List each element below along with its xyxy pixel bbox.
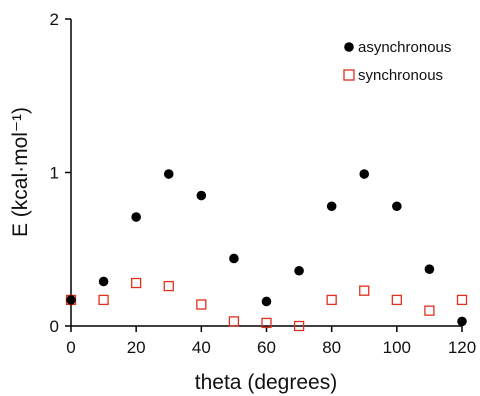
ticks: [65, 18, 463, 332]
x-tick-label-0: 0: [66, 338, 75, 357]
x-axis-title: theta (degrees): [195, 371, 337, 394]
y-tick-label-1: 1: [50, 164, 59, 183]
point-asynchronous-60: [261, 296, 272, 307]
x-tick-label-60: 60: [257, 338, 276, 357]
point-synchronous-80: [326, 294, 337, 306]
point-asynchronous-80: [326, 201, 337, 212]
x-tick-label-100: 100: [383, 338, 411, 357]
x-tick-label-80: 80: [322, 338, 341, 357]
x-tick-label-40: 40: [192, 338, 211, 357]
point-synchronous-70: [293, 320, 305, 332]
point-asynchronous-20: [131, 212, 141, 222]
point-synchronous-10: [98, 294, 109, 306]
point-asynchronous-110: [424, 264, 435, 275]
point-synchronous-110: [424, 305, 435, 316]
point-synchronous-20: [131, 277, 142, 289]
point-asynchronous-100: [392, 201, 402, 212]
tick-labels: 0 20 40 60 80 100 120 0 1 2: [50, 10, 477, 357]
point-asynchronous-30: [163, 169, 174, 179]
y-tick-label-0: 0: [50, 317, 59, 336]
point-synchronous-60: [261, 317, 272, 329]
point-asynchronous-70: [294, 265, 304, 276]
y-tick-label-2: 2: [50, 10, 59, 29]
point-synchronous-90: [359, 285, 370, 296]
point-synchronous-100: [391, 294, 402, 306]
point-asynchronous-40: [196, 190, 207, 201]
x-tick-label-120: 120: [448, 338, 476, 357]
point-asynchronous-90: [359, 169, 370, 179]
point-synchronous-120: [456, 294, 468, 306]
legend-label-asynchronous: asynchronous: [358, 39, 451, 56]
point-asynchronous-50: [229, 253, 239, 264]
point-synchronous-30: [163, 280, 174, 292]
point-synchronous-50: [228, 316, 240, 327]
point-asynchronous-10: [98, 276, 109, 287]
legend-marker-synchronous: [343, 69, 355, 81]
data-points: [65, 169, 468, 332]
point-asynchronous-0: [66, 295, 76, 305]
point-asynchronous-120: [457, 316, 467, 327]
legend-marker-asynchronous: [344, 42, 354, 52]
point-synchronous-40: [196, 299, 207, 310]
legend-label-synchronous: synchronous: [358, 67, 443, 84]
x-tick-label-20: 20: [127, 338, 146, 357]
axes: [70, 19, 462, 327]
y-axis-title: E (kcal·mol⁻¹): [9, 107, 32, 237]
legend: asynchronous synchronous: [343, 39, 451, 84]
